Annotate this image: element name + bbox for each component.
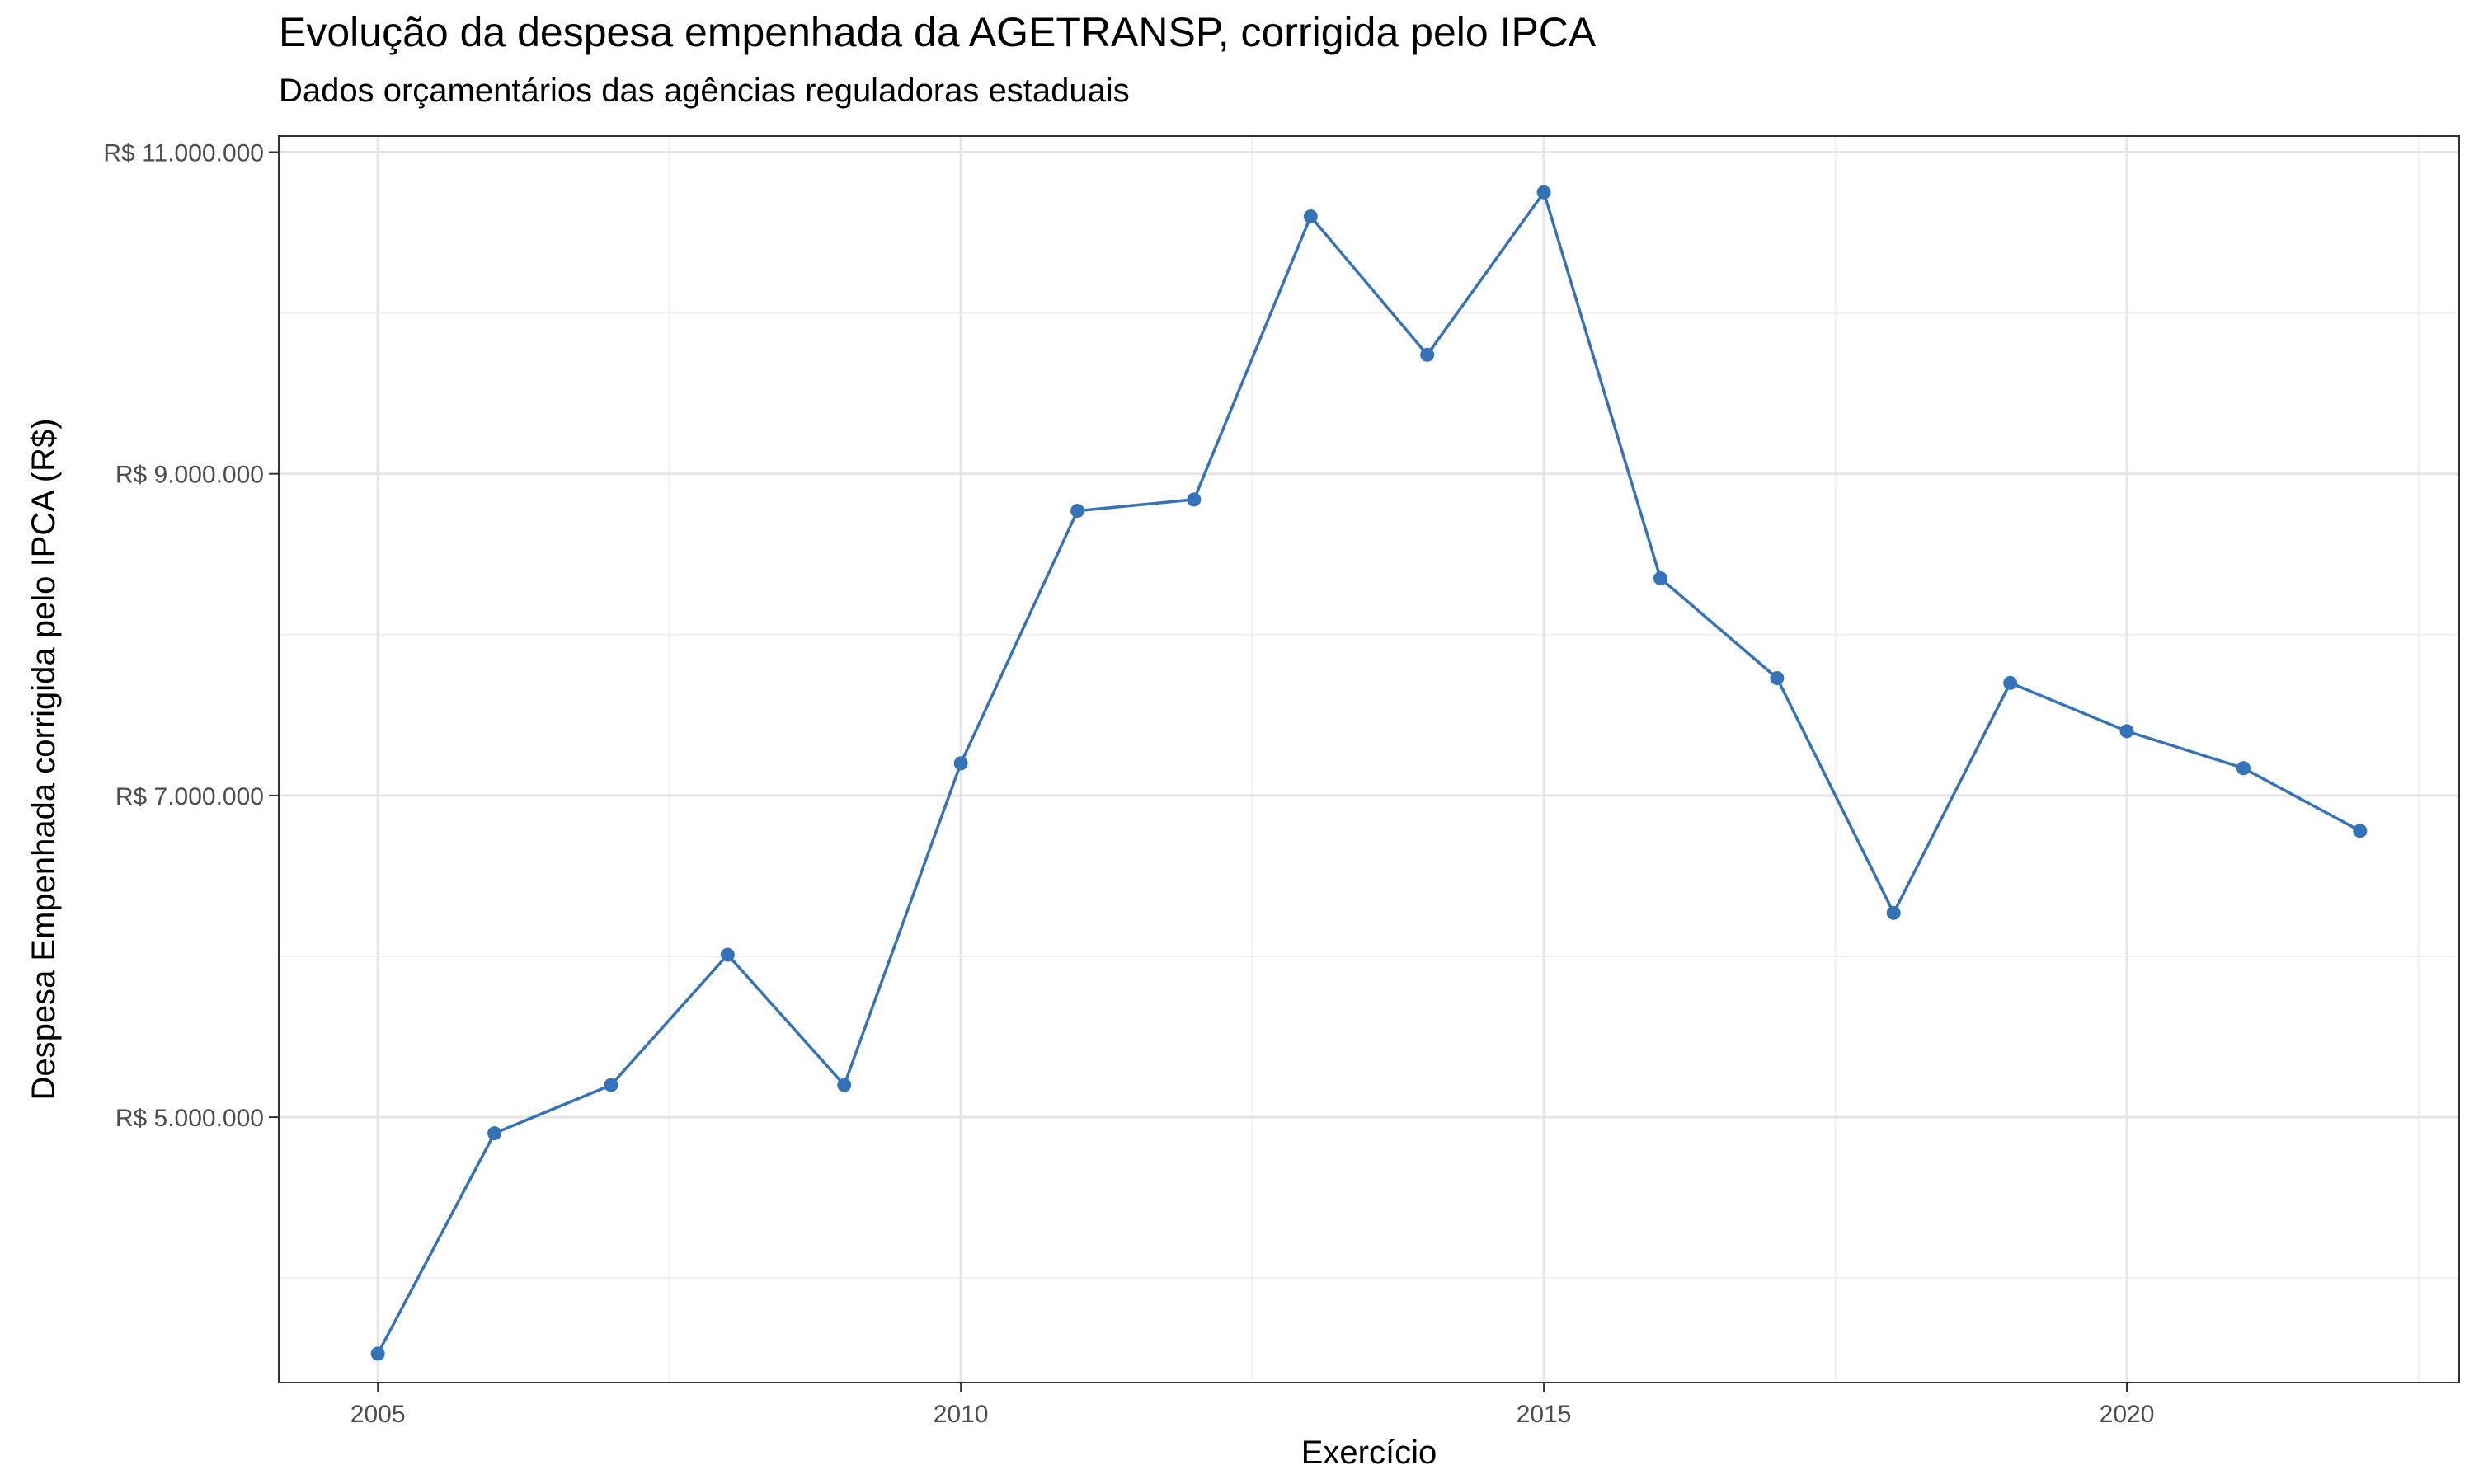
x-tick-label: 2020	[2100, 1401, 2155, 1428]
data-point	[487, 1126, 502, 1141]
major-gridlines	[279, 136, 2459, 1383]
data-point	[1070, 504, 1085, 519]
data-point	[2236, 761, 2251, 776]
minor-gridlines	[279, 136, 2459, 1383]
data-point	[1303, 209, 1318, 224]
y-tick-label: R$ 11.000.000	[103, 140, 264, 167]
y-tick-label: R$ 7.000.000	[115, 783, 264, 810]
data-point	[837, 1078, 852, 1092]
data-point	[1187, 492, 1202, 507]
data-point	[1770, 670, 1785, 685]
data-point	[1886, 905, 1901, 920]
data-point	[953, 756, 968, 771]
x-tick-label: 2010	[934, 1401, 989, 1428]
series-points	[370, 185, 2368, 1361]
y-tick-label: R$ 5.000.000	[115, 1105, 264, 1132]
y-tick-label: R$ 9.000.000	[115, 462, 264, 489]
data-point	[1420, 347, 1435, 362]
data-point	[720, 947, 735, 962]
y-axis-title: Despesa Empenhada corrigida pelo IPCA (R…	[26, 418, 62, 1100]
chart-title: Evolução da despesa empenhada da AGETRAN…	[279, 9, 1597, 55]
series-line	[376, 190, 2361, 1355]
x-tick-label: 2005	[350, 1401, 406, 1428]
data-point	[1653, 571, 1667, 586]
plot-panel-border	[278, 135, 2460, 1383]
x-axis: 2005 2010 2015 2020	[350, 1383, 2155, 1428]
series-polyline	[376, 190, 2361, 1355]
data-point	[1536, 185, 1551, 200]
y-axis: R$ 5.000.000 R$ 7.000.000 R$ 9.000.000 R$ 1…	[103, 140, 279, 1132]
data-point	[370, 1346, 385, 1361]
data-point	[2119, 724, 2134, 739]
x-axis-title: Exercício	[1301, 1435, 1437, 1471]
data-point	[604, 1078, 618, 1092]
data-point	[2353, 824, 2368, 838]
x-tick-label: 2015	[1517, 1401, 1572, 1428]
chart-subtitle: Dados orçamentários das agências regulad…	[279, 73, 1130, 109]
data-point	[2003, 675, 2018, 690]
